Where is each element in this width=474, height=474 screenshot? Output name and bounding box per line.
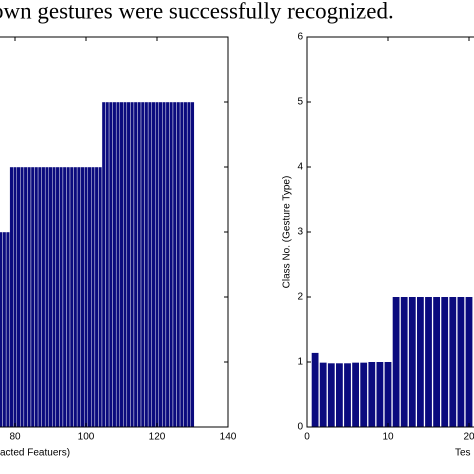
x-axis-label: acted Featuers) [0, 448, 70, 459]
x-tick-label: 140 [220, 432, 237, 443]
bar [465, 297, 473, 427]
bar [158, 101, 163, 428]
figure-caption: own gestures were successfully recognize… [0, 0, 394, 23]
x-tick-label: 120 [149, 432, 166, 443]
bar [186, 101, 191, 428]
bar [133, 101, 138, 428]
bar [59, 166, 64, 428]
chart: 80 100 120 140 acted Featuers) [0, 36, 237, 459]
bar [335, 363, 343, 427]
bar [392, 297, 400, 427]
bar [140, 101, 145, 428]
bar [183, 101, 188, 428]
bar [9, 166, 14, 428]
bar [13, 166, 17, 428]
bar [319, 362, 327, 427]
bar [416, 297, 424, 427]
bar [165, 101, 170, 428]
bar [69, 166, 74, 428]
bar [94, 166, 99, 428]
bar [2, 231, 7, 428]
bar [115, 101, 120, 428]
bar [144, 101, 149, 428]
y-tick-label: 6 [297, 32, 303, 43]
bar [457, 297, 465, 427]
bar [66, 166, 71, 428]
bar [34, 166, 39, 428]
bar [98, 166, 103, 428]
bar [400, 297, 408, 427]
x-tick-label: 20 [463, 432, 474, 443]
bar [169, 101, 174, 428]
y-tick-label: 1 [297, 357, 303, 368]
bar [151, 101, 156, 428]
bar [126, 101, 131, 428]
bar [433, 297, 441, 427]
bar [27, 166, 32, 428]
bar [101, 101, 106, 428]
x-tick-label: 100 [78, 432, 95, 443]
bar [84, 166, 88, 428]
bar [52, 166, 57, 428]
y-tick-label: 3 [297, 227, 303, 238]
bar [352, 362, 360, 427]
bar [311, 352, 319, 427]
y-tick-label: 4 [297, 162, 303, 173]
bar [48, 166, 53, 428]
bar [162, 101, 167, 428]
y-tick-label: 0 [297, 422, 303, 433]
x-tick-label: 10 [382, 432, 394, 443]
bar [179, 101, 184, 428]
chart: 0 1 2 3 4 5 6 0 10 20 Tes Class No. (Gesture Type) [282, 32, 474, 459]
bar [16, 166, 21, 428]
bar [190, 101, 195, 428]
bar [137, 101, 142, 428]
bar [76, 166, 81, 428]
bar [425, 297, 432, 427]
bar [327, 363, 335, 427]
bar [368, 362, 376, 427]
bar [130, 101, 135, 428]
bar [441, 297, 449, 427]
y-tick-label: 2 [297, 292, 303, 303]
bar [87, 166, 92, 428]
bar [172, 101, 177, 428]
x-tick-label: 80 [9, 432, 21, 443]
bar [23, 166, 28, 428]
bar [112, 101, 117, 428]
bar [344, 363, 351, 427]
bar [5, 231, 10, 428]
bar [41, 166, 46, 428]
bar [108, 101, 113, 428]
bar [376, 362, 384, 427]
bar [123, 101, 128, 428]
bar [360, 362, 368, 427]
bar [449, 297, 457, 427]
bar [384, 362, 392, 427]
bar [20, 166, 25, 428]
x-axis-label: Tes [455, 448, 471, 459]
y-axis-label: Class No. (Gesture Type) [282, 176, 293, 289]
bar [55, 166, 60, 428]
bar [119, 101, 124, 428]
y-tick-label: 5 [297, 97, 303, 108]
bar [176, 101, 181, 428]
x-tick-label: 0 [304, 432, 310, 443]
bar [408, 297, 416, 427]
bar [147, 101, 152, 428]
bar [62, 166, 67, 428]
bar [30, 166, 35, 428]
bar [37, 166, 42, 428]
bar [155, 101, 159, 428]
bar [44, 166, 49, 428]
bar [0, 231, 3, 428]
bar [73, 166, 78, 428]
bar [91, 166, 96, 428]
bar [80, 166, 85, 428]
bar [105, 101, 110, 428]
